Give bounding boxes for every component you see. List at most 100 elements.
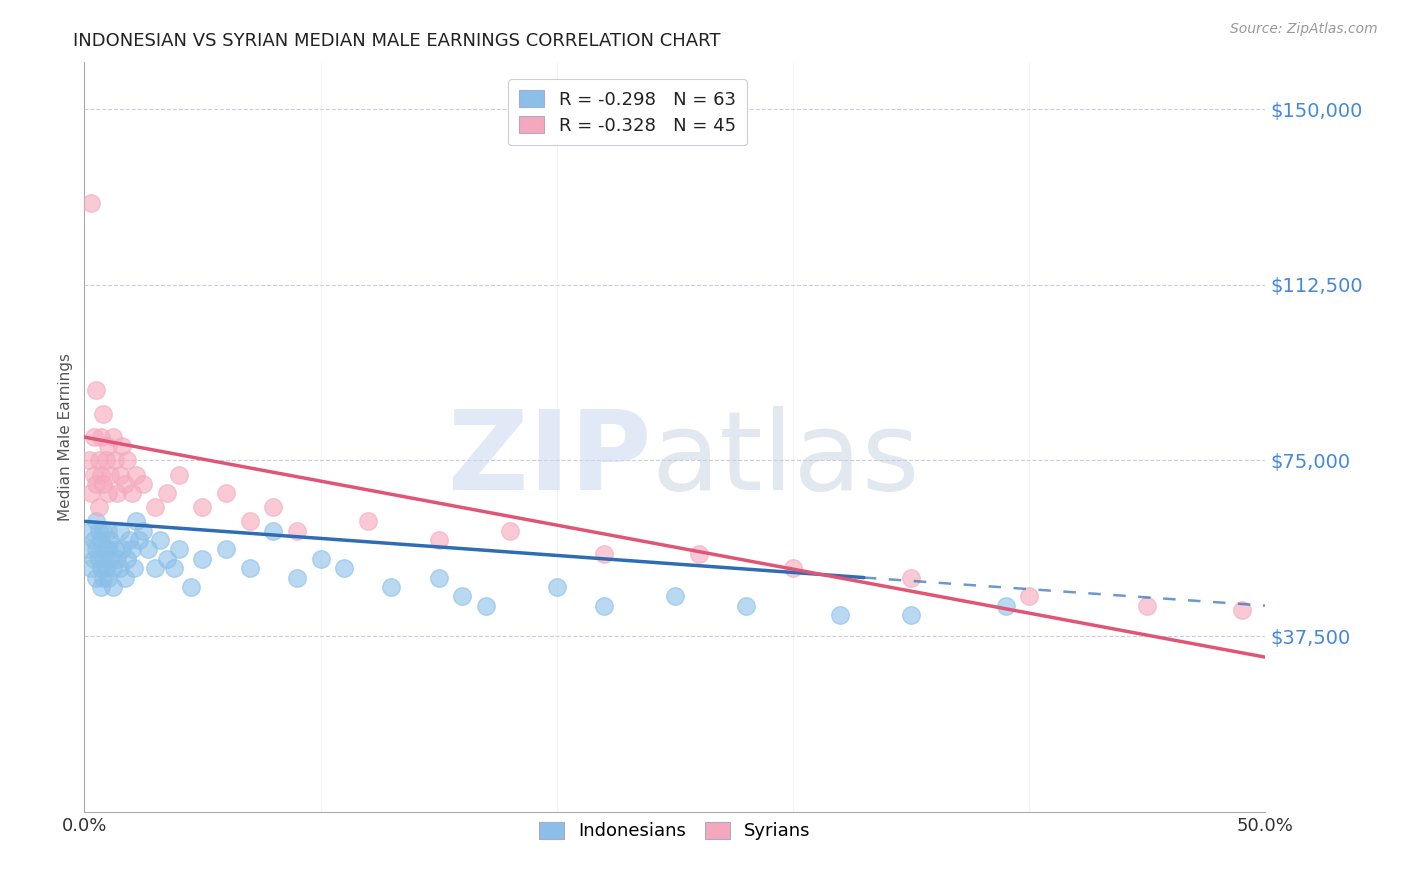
Point	[84, 571, 107, 585]
Point	[84, 476, 107, 491]
Point	[285, 571, 308, 585]
Point	[94, 561, 117, 575]
Point	[83, 430, 105, 444]
Point	[80, 486, 103, 500]
Point	[239, 514, 262, 528]
Point	[1230, 603, 1253, 617]
Point	[215, 542, 238, 557]
Point	[98, 467, 121, 482]
Point	[94, 453, 117, 467]
Point	[80, 561, 103, 575]
Point	[80, 524, 103, 538]
Point	[114, 571, 136, 585]
Point	[118, 533, 141, 547]
Point	[451, 590, 474, 604]
Point	[90, 467, 112, 482]
Point	[782, 561, 804, 575]
Point	[143, 500, 166, 515]
Point	[87, 500, 110, 515]
Point	[111, 542, 134, 557]
Point	[132, 476, 155, 491]
Legend: Indonesians, Syrians: Indonesians, Syrians	[531, 814, 818, 847]
Point	[104, 453, 127, 467]
Point	[94, 542, 117, 557]
Point	[108, 561, 131, 575]
Point	[90, 533, 112, 547]
Point	[90, 430, 112, 444]
Point	[108, 467, 131, 482]
Point	[664, 590, 686, 604]
Point	[1018, 590, 1040, 604]
Point	[136, 542, 159, 557]
Point	[191, 500, 214, 515]
Point	[149, 533, 172, 547]
Point	[285, 524, 308, 538]
Point	[87, 453, 110, 467]
Point	[97, 524, 120, 538]
Point	[107, 551, 129, 566]
Point	[91, 551, 114, 566]
Point	[593, 547, 616, 561]
Point	[156, 486, 179, 500]
Point	[734, 599, 756, 613]
Point	[121, 486, 143, 500]
Point	[191, 551, 214, 566]
Point	[104, 542, 127, 557]
Point	[1136, 599, 1159, 613]
Point	[90, 561, 112, 575]
Point	[156, 551, 179, 566]
Point	[262, 500, 284, 515]
Point	[97, 571, 120, 585]
Point	[593, 599, 616, 613]
Point	[108, 524, 131, 538]
Point	[128, 533, 150, 547]
Y-axis label: Median Male Earnings: Median Male Earnings	[58, 353, 73, 521]
Point	[111, 440, 134, 453]
Point	[97, 542, 120, 557]
Point	[262, 524, 284, 538]
Point	[167, 467, 190, 482]
Point	[114, 476, 136, 491]
Point	[125, 467, 148, 482]
Point	[84, 514, 107, 528]
Point	[84, 542, 107, 557]
Point	[84, 384, 107, 398]
Point	[132, 524, 155, 538]
Point	[83, 551, 105, 566]
Point	[101, 561, 124, 575]
Point	[115, 453, 138, 467]
Point	[239, 561, 262, 575]
Point	[546, 580, 568, 594]
Point	[87, 524, 110, 538]
Point	[215, 486, 238, 500]
Point	[77, 453, 100, 467]
Point	[91, 407, 114, 421]
Point	[101, 580, 124, 594]
Point	[83, 467, 105, 482]
Point	[121, 542, 143, 557]
Point	[688, 547, 710, 561]
Point	[167, 542, 190, 557]
Point	[427, 533, 450, 547]
Point	[80, 195, 103, 210]
Point	[98, 551, 121, 566]
Point	[900, 571, 922, 585]
Point	[309, 551, 332, 566]
Point	[91, 571, 114, 585]
Point	[475, 599, 498, 613]
Point	[900, 608, 922, 623]
Point	[122, 561, 145, 575]
Point	[91, 524, 114, 538]
Text: Source: ZipAtlas.com: Source: ZipAtlas.com	[1230, 22, 1378, 37]
Point	[125, 514, 148, 528]
Point	[180, 580, 202, 594]
Point	[357, 514, 380, 528]
Point	[143, 561, 166, 575]
Point	[498, 524, 520, 538]
Text: ZIP: ZIP	[449, 406, 651, 513]
Point	[77, 542, 100, 557]
Text: atlas: atlas	[651, 406, 920, 513]
Point	[91, 476, 114, 491]
Point	[83, 533, 105, 547]
Point	[107, 486, 129, 500]
